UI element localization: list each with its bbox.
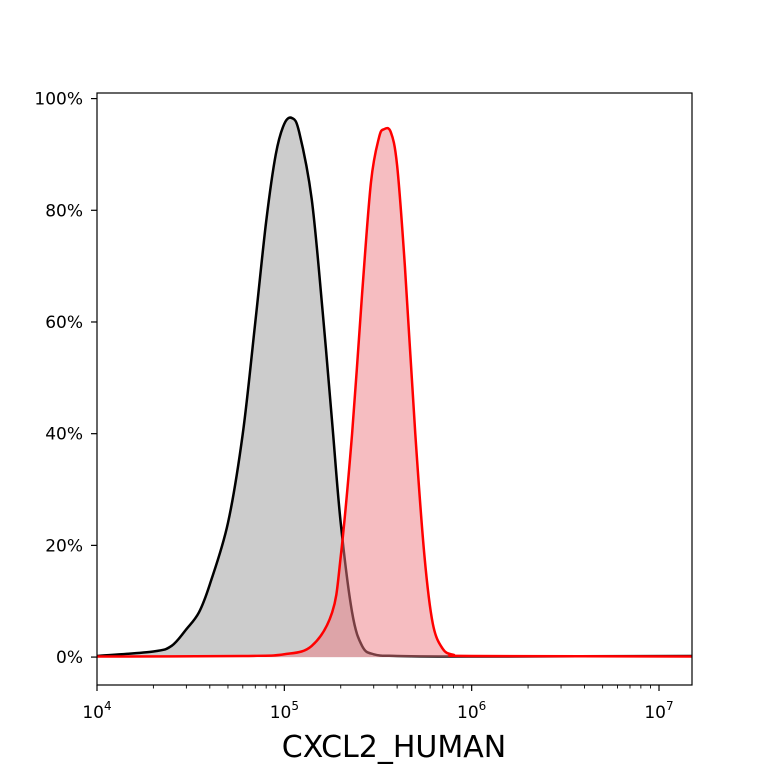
series-0-area xyxy=(97,117,692,658)
series-1-line xyxy=(96,126,693,658)
y-tick-label: 100% xyxy=(34,90,83,110)
series-layer xyxy=(96,116,693,658)
x-tick-label: 104 xyxy=(82,699,111,723)
x-tick-label: 107 xyxy=(644,699,673,723)
series-1-area xyxy=(97,128,692,658)
y-tick-label: 80% xyxy=(45,201,83,221)
x-tick-label: 106 xyxy=(457,699,486,723)
x-tick-label: 105 xyxy=(270,699,299,723)
y-tick-label: 0% xyxy=(56,648,83,668)
y-tick-label: 20% xyxy=(45,536,83,556)
y-tick-label: 60% xyxy=(45,313,83,333)
ticks-layer: 0% 20% 40% 60% 80% 100% 104 105 106 107 xyxy=(34,90,673,723)
y-tick-label: 40% xyxy=(45,425,83,445)
x-axis-title: CXCL2_HUMAN xyxy=(282,730,506,765)
plot-frame xyxy=(96,92,693,686)
